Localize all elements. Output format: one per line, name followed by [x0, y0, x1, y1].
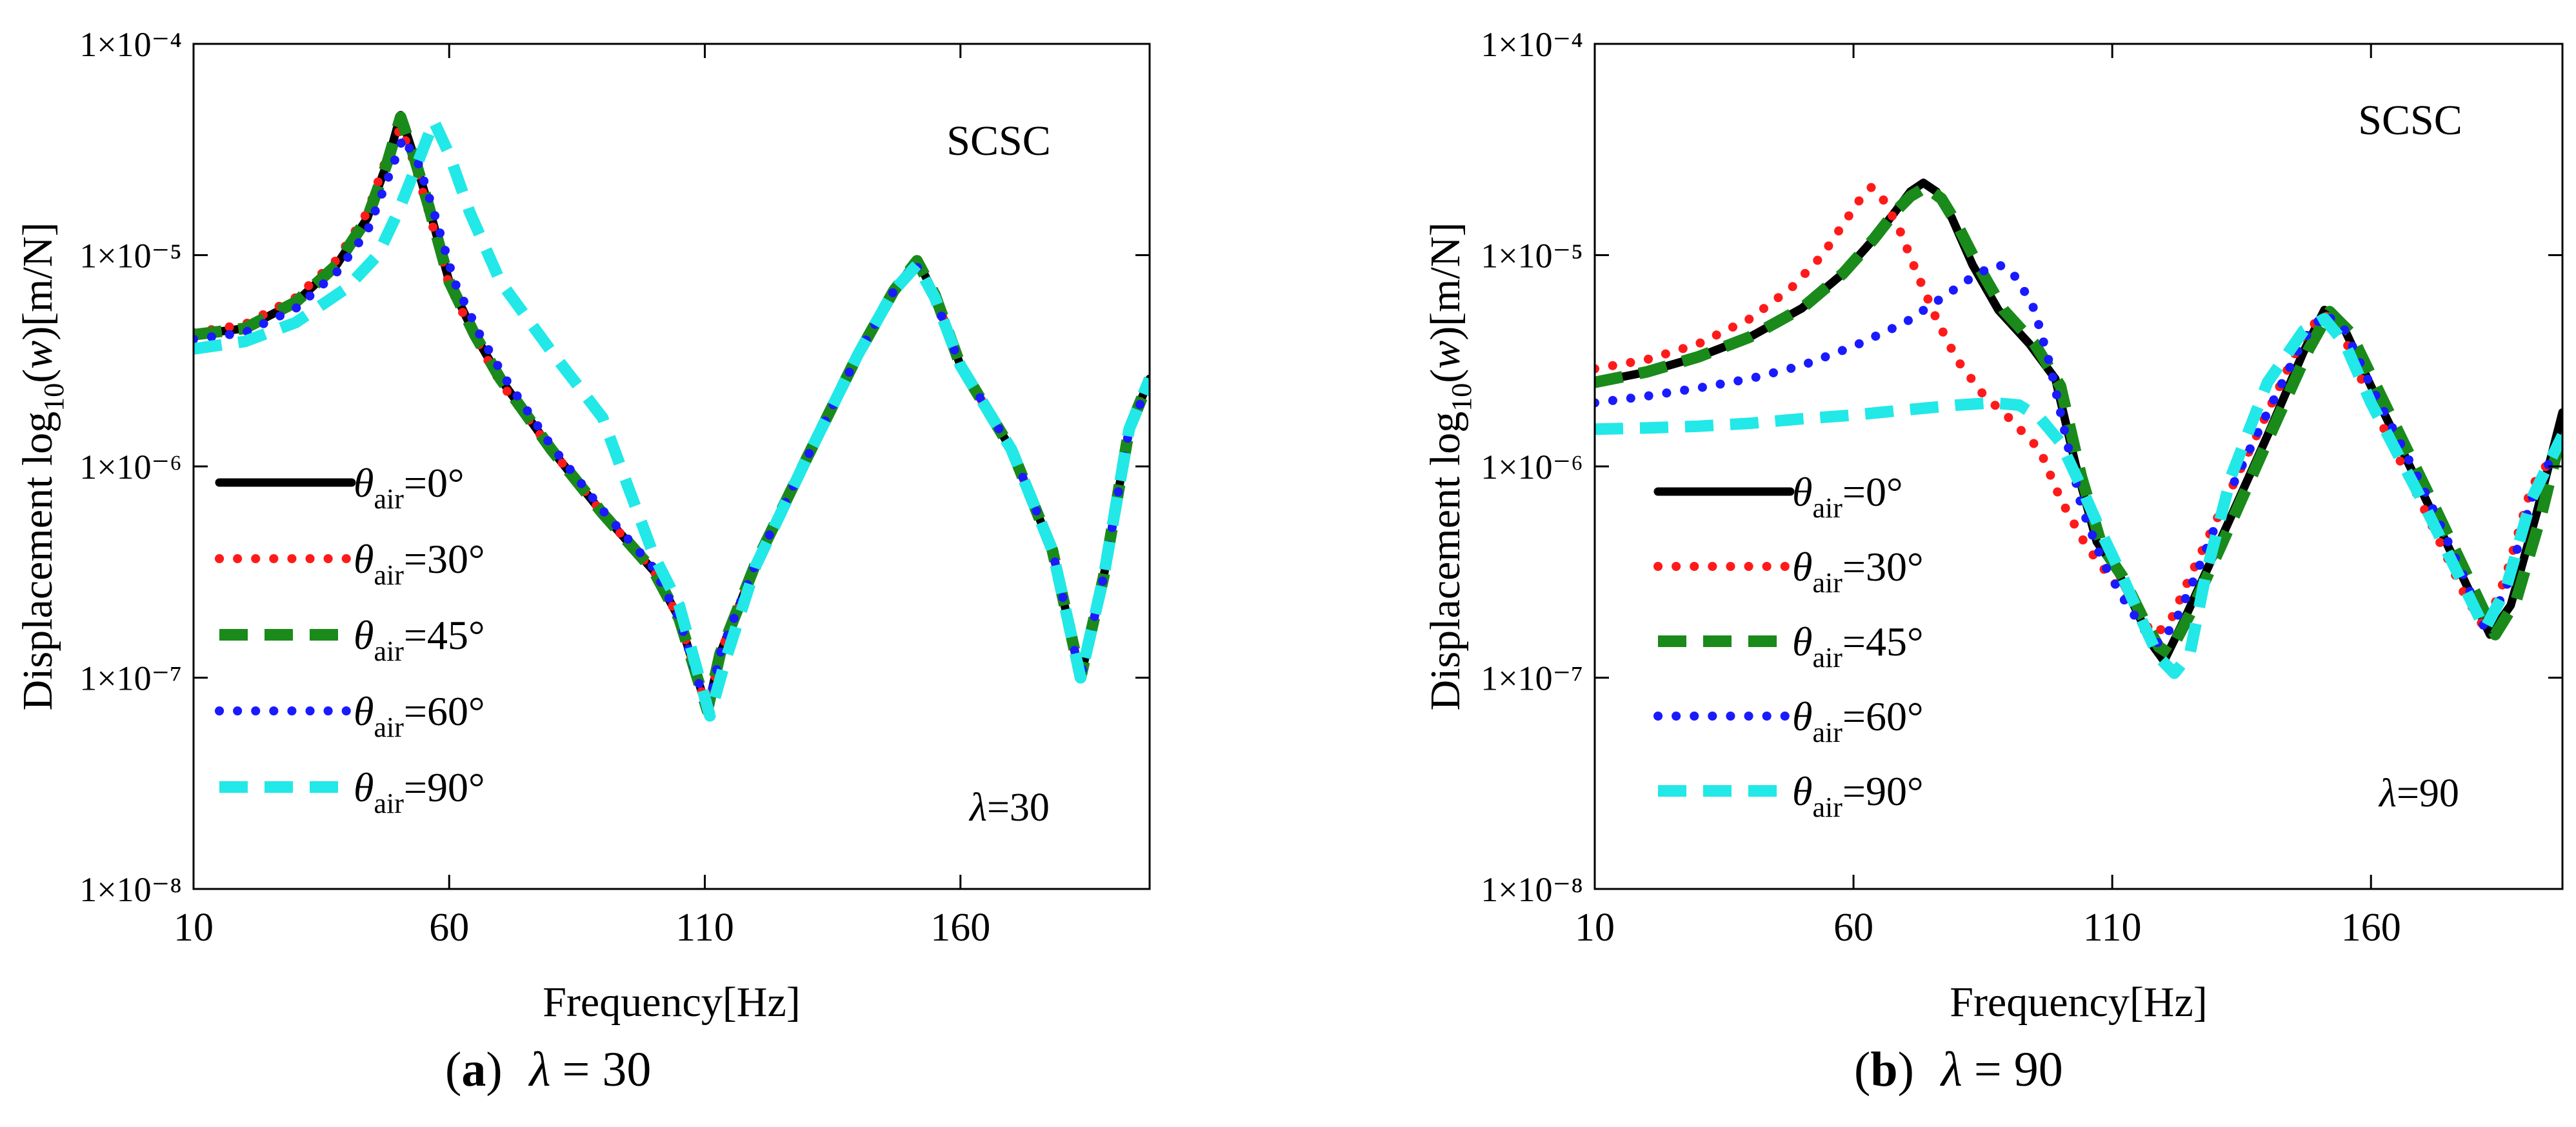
- y-tick-label: 1×10⁻⁷: [1481, 659, 1583, 698]
- y-tick-label: 1×10⁻⁴: [79, 25, 182, 64]
- caption-a-value: = 30: [562, 1042, 652, 1097]
- series-line-0: [1595, 178, 2562, 666]
- x-tick-label: 10: [174, 906, 214, 950]
- legend-label-4: θair=90°: [354, 764, 485, 819]
- caption-b: (b) λ = 90: [1854, 1031, 2499, 1108]
- plot-area: [194, 110, 1150, 722]
- x-tick-label: 60: [1833, 906, 1873, 950]
- legend: θair=0° θair=30° θair=45° θair=60° θair=90°: [1653, 469, 1924, 823]
- chart-panel-a: 10 60 110 160 1×10⁻⁴ 1×10⁻⁵ 1×10⁻⁶ 1×10⁻⁷ 1×10⁻⁸…: [0, 0, 1288, 1124]
- y-tick-label: 1×10⁻⁶: [79, 448, 182, 486]
- x-tick-label: 10: [1575, 906, 1615, 950]
- legend-label-0: θair=0°: [1792, 469, 1903, 524]
- caption-a-label: (a): [445, 1042, 503, 1097]
- legend-label-2: θair=45°: [354, 612, 485, 667]
- chart-b: 10 60 110 160 1×10⁻⁴ 1×10⁻⁵ 1×10⁻⁶ 1×10⁻⁷ 1×10⁻⁸…: [1422, 25, 2564, 1026]
- series-line-3: [194, 133, 1150, 717]
- caption-b-label: (b): [1854, 1042, 1914, 1097]
- legend-label-3: θair=60°: [354, 688, 485, 743]
- y-tick-label: 1×10⁻⁸: [1481, 870, 1583, 909]
- legend-label-0: θair=0°: [354, 460, 464, 515]
- y-tick-label: 1×10⁻⁶: [1481, 448, 1583, 486]
- caption-b-value: = 90: [1973, 1042, 2063, 1097]
- legend-label-3: θair=60°: [1792, 693, 1924, 748]
- series-line-0: [194, 110, 1150, 715]
- x-tick-label: 110: [2083, 906, 2142, 950]
- x-axis-label: Frequency[Hz]: [1950, 979, 2207, 1026]
- series-line-1: [1595, 183, 2562, 639]
- y-axis-label: Displacement log10(w)[m/N]: [1422, 222, 1477, 710]
- x-tick-label: 160: [2341, 906, 2401, 950]
- x-tick-label: 160: [930, 906, 990, 950]
- plot-area: [1595, 178, 2562, 679]
- y-tick-label: 1×10⁻⁵: [1481, 237, 1583, 275]
- series-line-3: [1595, 260, 2562, 648]
- legend-label-4: θair=90°: [1792, 768, 1924, 823]
- y-tick-label: 1×10⁻⁸: [79, 870, 182, 909]
- legend-label-2: θair=45°: [1792, 619, 1924, 673]
- x-axis-label: Frequency[Hz]: [543, 979, 800, 1026]
- chart-panel-b: 10 60 110 160 1×10⁻⁴ 1×10⁻⁵ 1×10⁻⁶ 1×10⁻⁷ 1×10⁻⁸…: [1406, 0, 2576, 1124]
- series-line-4: [1595, 313, 2562, 679]
- series-line-1: [194, 123, 1150, 715]
- boundary-annotation: SCSC: [946, 117, 1050, 165]
- legend: θair=0° θair=30° θair=45° θair=60° θair=90°: [215, 460, 485, 819]
- series-line-2: [194, 111, 1150, 717]
- caption-a-symbol: λ: [529, 1042, 551, 1097]
- legend-label-1: θair=30°: [354, 536, 485, 591]
- y-tick-label: 1×10⁻⁷: [79, 659, 182, 698]
- legend-label-1: θair=30°: [1792, 544, 1924, 599]
- lambda-annotation: λ=30: [968, 786, 1050, 830]
- caption-b-symbol: λ: [1941, 1042, 1962, 1097]
- chart-a: 10 60 110 160 1×10⁻⁴ 1×10⁻⁵ 1×10⁻⁶ 1×10⁻⁷ 1×10⁻⁸…: [14, 25, 1151, 1026]
- boundary-annotation: SCSC: [2358, 97, 2462, 144]
- y-axis-label: Displacement log10(w)[m/N]: [14, 222, 70, 710]
- lambda-annotation: λ=90: [2378, 772, 2459, 815]
- caption-a: (a) λ = 30: [445, 1031, 1090, 1108]
- plot-frame: [192, 43, 1151, 890]
- y-tick-label: 1×10⁻⁴: [1481, 25, 1583, 64]
- x-tick-label: 60: [429, 906, 469, 950]
- y-tick-label: 1×10⁻⁵: [79, 237, 182, 275]
- x-tick-label: 110: [675, 906, 734, 950]
- series-line-4: [194, 115, 1150, 722]
